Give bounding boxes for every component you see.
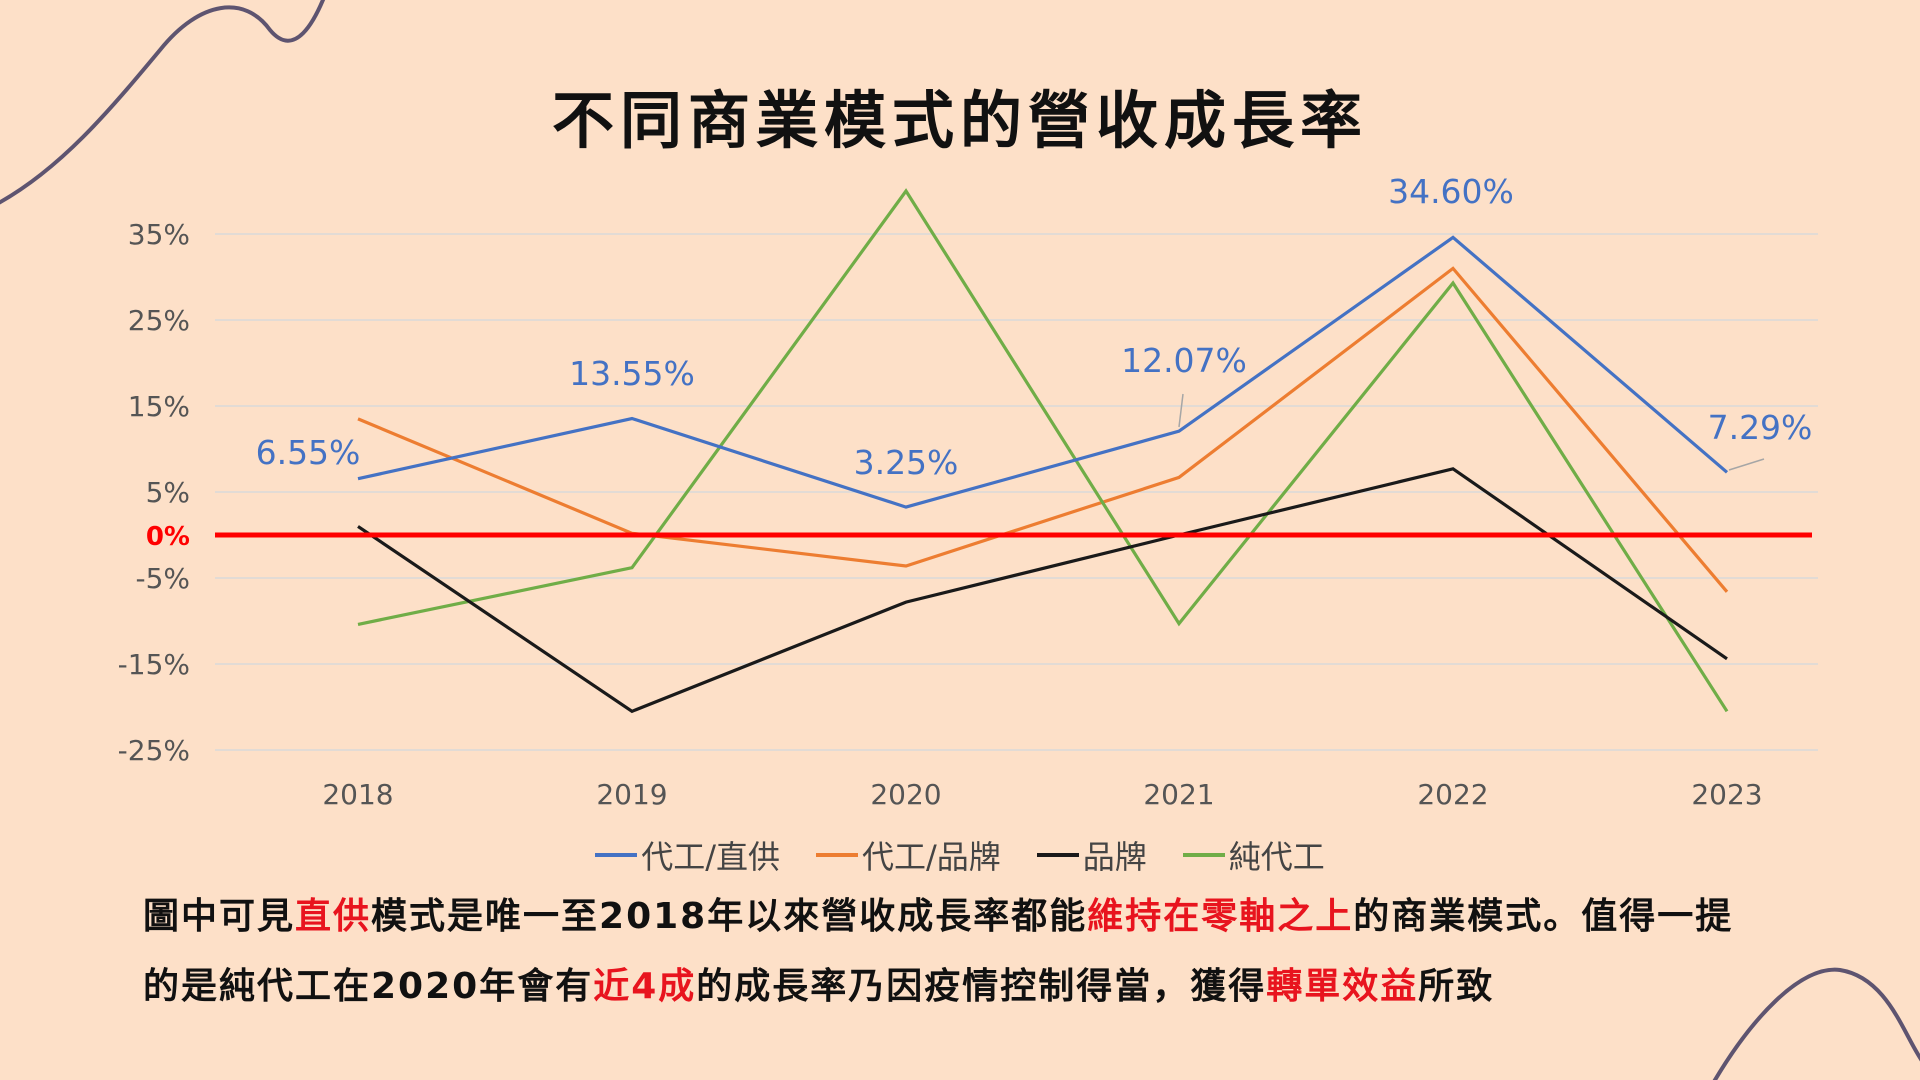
legend-item: 品牌: [1036, 832, 1147, 878]
legend-item: 代工/直供: [595, 832, 780, 878]
data-label: 3.25%: [854, 443, 959, 482]
top-left-curve: [0, 0, 326, 205]
caption-segment: 模式是唯一至2018年以來營收成長率都能: [371, 896, 1088, 937]
x-tick-label: 2021: [1143, 778, 1214, 811]
legend-item: 純代工: [1182, 832, 1325, 878]
legend-swatch: [815, 853, 858, 857]
y-tick-label: 15%: [128, 390, 190, 423]
x-tick-label: 2019: [596, 778, 667, 811]
label-leader-line: [1178, 393, 1184, 428]
x-tick-label: 2023: [1691, 778, 1762, 811]
caption-segment: 的成長率乃因疫情控制得當，獲得: [696, 966, 1267, 1007]
y-tick-label: 35%: [128, 218, 190, 251]
y-zero-label: 0%: [146, 522, 190, 552]
series-line-0: [357, 235, 1729, 509]
y-tick-label: -25%: [118, 734, 190, 767]
data-label: 7.29%: [1708, 408, 1813, 447]
chart-legend: 代工/直供 代工/品牌 品牌 純代工: [0, 832, 1920, 878]
x-tick-label: 2018: [322, 778, 393, 811]
y-tick-label: 5%: [146, 476, 190, 509]
legend-item: 代工/品牌: [815, 832, 1001, 878]
legend-swatch: [1182, 853, 1225, 857]
legend-label: 代工/直供: [641, 838, 780, 876]
x-tick-label: 2022: [1417, 778, 1488, 811]
x-tick-label: 2020: [870, 778, 941, 811]
caption-segment: 所致: [1418, 966, 1495, 1007]
legend-label: 純代工: [1228, 838, 1325, 876]
legend-swatch: [1036, 853, 1079, 857]
legend-swatch: [595, 853, 638, 857]
caption-segment: 的商業模式。值得一提的是純代工在2020年會有: [143, 896, 1734, 1007]
caption-highlight: 直供: [295, 896, 372, 937]
legend-label: 代工/品牌: [861, 838, 1001, 876]
caption-highlight: 維持在零軸之上: [1087, 896, 1354, 937]
data-label: 12.07%: [1121, 341, 1247, 380]
caption-text: 圖中可見直供模式是唯一至2018年以來營收成長率都能維持在零軸之上的商業模式。值…: [143, 882, 1763, 1022]
data-label: 34.60%: [1388, 172, 1514, 211]
series-line-2: [357, 467, 1728, 714]
y-tick-label: -15%: [118, 648, 190, 681]
series-line-1: [357, 266, 1729, 593]
caption-highlight: 轉單效益: [1266, 966, 1419, 1007]
data-label: 6.55%: [256, 433, 361, 472]
series-line-3: [357, 188, 1729, 713]
bottom-right-curve: [1712, 967, 1920, 1080]
caption-segment: 圖中可見: [143, 896, 296, 937]
data-label: 13.55%: [569, 354, 695, 393]
caption-highlight: 近4成: [593, 966, 697, 1007]
chart-title: 不同商業模式的營收成長率: [551, 84, 1368, 157]
y-tick-label: -5%: [135, 562, 190, 595]
label-leader-line: [1728, 458, 1765, 471]
legend-label: 品牌: [1082, 838, 1147, 876]
y-tick-label: 25%: [128, 304, 190, 337]
